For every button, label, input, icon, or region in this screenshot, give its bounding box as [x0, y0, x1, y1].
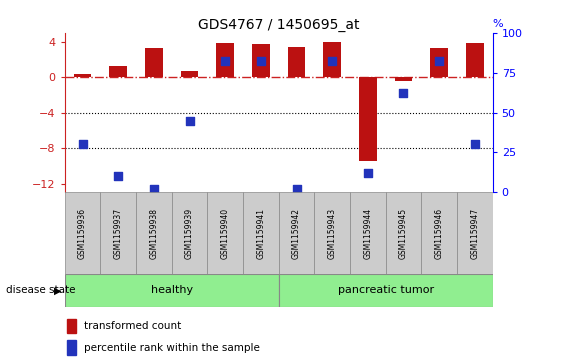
Text: GSM1159943: GSM1159943	[328, 208, 337, 259]
Point	[149, 186, 158, 192]
FancyBboxPatch shape	[279, 274, 493, 307]
Bar	[67, 340, 77, 355]
Text: GSM1159944: GSM1159944	[363, 208, 372, 259]
Point	[435, 58, 444, 64]
Bar	[216, 43, 234, 77]
FancyBboxPatch shape	[457, 192, 493, 274]
Text: GSM1159945: GSM1159945	[399, 208, 408, 259]
Text: transformed count: transformed count	[84, 321, 181, 331]
Text: GSM1159942: GSM1159942	[292, 208, 301, 259]
Bar	[181, 71, 198, 77]
Text: healthy: healthy	[151, 285, 193, 295]
FancyBboxPatch shape	[421, 192, 457, 274]
Text: GSM1159938: GSM1159938	[149, 208, 158, 259]
Bar	[466, 43, 484, 77]
Text: ▶: ▶	[55, 285, 62, 295]
Bar	[252, 44, 270, 77]
Bar	[67, 319, 77, 333]
FancyBboxPatch shape	[100, 192, 136, 274]
Point	[185, 118, 194, 123]
FancyBboxPatch shape	[314, 192, 350, 274]
FancyBboxPatch shape	[279, 192, 314, 274]
FancyBboxPatch shape	[136, 192, 172, 274]
Text: GSM1159941: GSM1159941	[256, 208, 265, 259]
Point	[256, 58, 265, 64]
FancyBboxPatch shape	[207, 192, 243, 274]
Point	[328, 58, 337, 64]
Text: pancreatic tumor: pancreatic tumor	[338, 285, 434, 295]
FancyBboxPatch shape	[350, 192, 386, 274]
FancyBboxPatch shape	[65, 192, 100, 274]
FancyBboxPatch shape	[386, 192, 421, 274]
Point	[470, 142, 479, 147]
Title: GDS4767 / 1450695_at: GDS4767 / 1450695_at	[198, 18, 359, 32]
FancyBboxPatch shape	[243, 192, 279, 274]
Point	[78, 142, 87, 147]
Text: GSM1159936: GSM1159936	[78, 208, 87, 259]
Bar	[359, 77, 377, 161]
Text: GSM1159947: GSM1159947	[470, 208, 479, 259]
Bar	[109, 65, 127, 77]
Text: %: %	[493, 19, 503, 29]
Point	[292, 186, 301, 192]
Bar	[395, 77, 412, 81]
Text: GSM1159946: GSM1159946	[435, 208, 444, 259]
FancyBboxPatch shape	[172, 192, 207, 274]
Text: GSM1159939: GSM1159939	[185, 208, 194, 259]
Bar	[288, 47, 305, 77]
Point	[221, 58, 230, 64]
Bar	[145, 48, 163, 77]
Text: GSM1159940: GSM1159940	[221, 208, 230, 259]
Bar	[430, 48, 448, 77]
Point	[114, 174, 123, 179]
FancyBboxPatch shape	[65, 274, 279, 307]
Bar	[323, 41, 341, 77]
Text: percentile rank within the sample: percentile rank within the sample	[84, 343, 260, 352]
Point	[363, 170, 372, 176]
Bar	[74, 74, 91, 77]
Point	[399, 90, 408, 96]
Text: disease state: disease state	[6, 285, 75, 295]
Text: GSM1159937: GSM1159937	[114, 208, 123, 259]
